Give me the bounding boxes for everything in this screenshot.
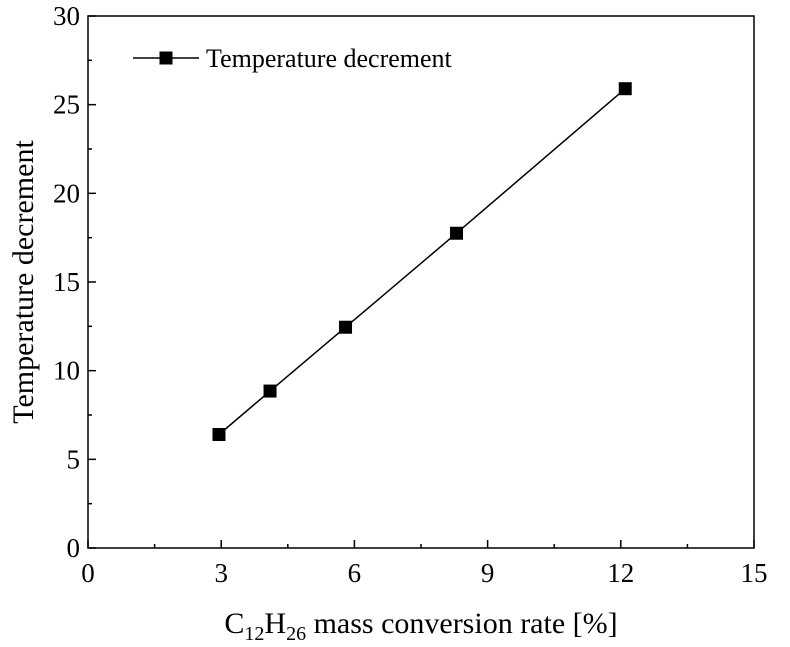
x-tick-label: 0: [81, 558, 95, 588]
legend-label: Temperature decrement: [206, 44, 453, 73]
x-axis-title-sub2: 26: [286, 623, 306, 645]
y-tick-label: 25: [53, 90, 80, 120]
data-point-marker: [339, 320, 353, 334]
x-axis-title-sub1: 12: [244, 623, 264, 645]
x-axis-title: C12H26 mass conversion rate [%]: [224, 607, 617, 645]
x-axis-title-prefix: C: [224, 607, 244, 640]
series-line: [218, 88, 626, 436]
x-axis-title-mid: H: [264, 607, 286, 640]
x-tick-label: 15: [741, 558, 768, 588]
y-tick-labels: 0 5 10 15 20 25 30: [53, 1, 80, 563]
data-point-marker: [263, 384, 277, 398]
y-tick-label: 5: [67, 444, 81, 474]
data-point-marker: [618, 82, 632, 96]
x-tick-labels: 0 3 6 9 12 15: [81, 558, 767, 588]
legend: Temperature decrement: [133, 44, 453, 73]
series-markers: [212, 82, 632, 442]
legend-marker: [159, 51, 173, 65]
x-tick-label: 12: [607, 558, 634, 588]
y-tick-label: 10: [53, 356, 80, 386]
y-tick-label: 15: [53, 267, 80, 297]
data-point-marker: [450, 226, 464, 240]
x-axis-title-suffix: mass conversion rate [%]: [306, 607, 618, 640]
y-tick-label: 0: [67, 533, 81, 563]
y-tick-label: 20: [53, 178, 80, 208]
x-tick-label: 6: [348, 558, 362, 588]
y-tick-label: 30: [53, 1, 80, 31]
axis-ticks: [87, 15, 755, 549]
x-tick-label: 9: [481, 558, 495, 588]
plot-frame: [87, 15, 755, 549]
x-tick-label: 3: [214, 558, 228, 588]
data-point-marker: [212, 428, 226, 442]
y-axis-title: Temperature decrement: [7, 140, 40, 424]
